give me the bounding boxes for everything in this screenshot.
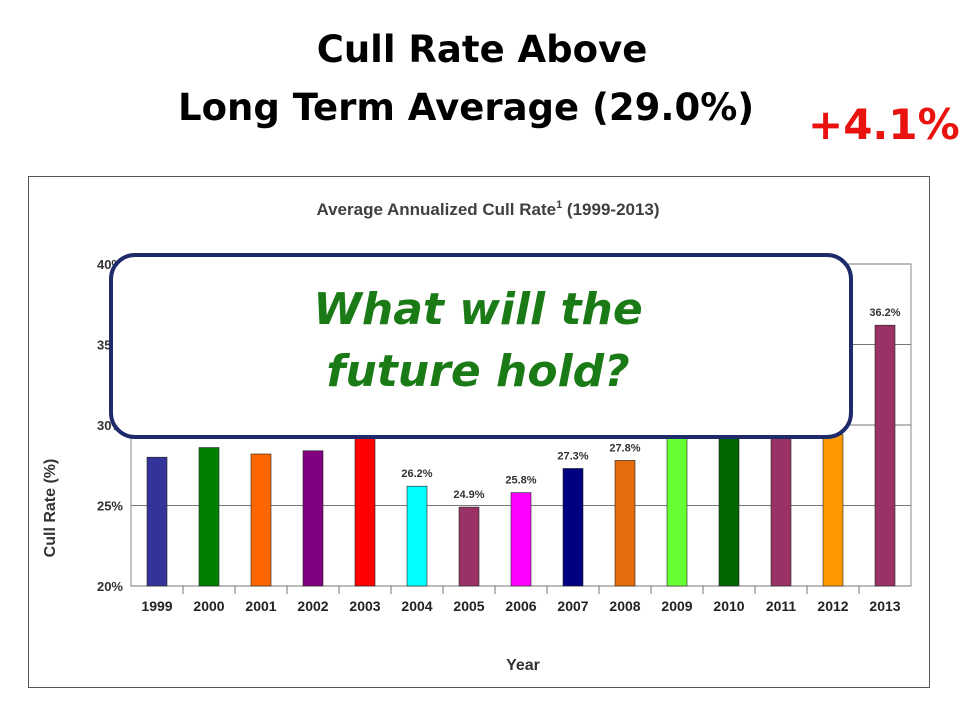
- data-label: 26.2%: [401, 468, 432, 480]
- x-tick-label: 2000: [193, 598, 224, 614]
- bar-2011: [770, 434, 792, 587]
- x-axis-label: Year: [506, 657, 540, 674]
- bar-2012: [822, 434, 844, 587]
- bar-1999: [146, 456, 168, 587]
- x-tick-label: 2010: [713, 598, 744, 614]
- x-tick-label: 2013: [869, 598, 900, 614]
- data-label: 25.8%: [505, 475, 536, 487]
- bar-2004: [406, 485, 428, 587]
- slide-title-line1: Cull Rate Above: [316, 28, 648, 71]
- callout-line2: future hold?: [326, 346, 630, 397]
- slide-title-line2: Long Term Average (29.0%): [178, 86, 755, 129]
- chart-title: Average Annualized Cull Rate1 (1999-2013…: [316, 199, 659, 219]
- bar-2009: [666, 434, 688, 587]
- data-label: 24.9%: [453, 489, 484, 501]
- bar-2002: [302, 450, 324, 587]
- callout-line1: What will the: [313, 284, 643, 335]
- bar-2003: [354, 437, 376, 587]
- x-tick-label: 2009: [661, 598, 692, 614]
- delta-value: +4.1%: [808, 100, 960, 149]
- x-tick-label: 2007: [557, 598, 588, 614]
- x-tick-label: 2011: [766, 598, 797, 614]
- bar-2001: [250, 453, 272, 587]
- x-tick-label: 2005: [453, 598, 484, 614]
- y-axis-label: Cull Rate (%): [42, 459, 59, 558]
- bar-2006: [510, 492, 532, 587]
- callout-box: What will the future hold?: [109, 253, 853, 439]
- x-tick-label: 2004: [401, 598, 432, 614]
- bar-2008: [614, 460, 636, 587]
- bar-2005: [458, 506, 480, 587]
- bar-2013: [874, 324, 896, 587]
- x-tick-label: 2006: [505, 598, 536, 614]
- bar-2000: [198, 447, 220, 587]
- x-tick-label: 2001: [245, 598, 276, 614]
- data-label: 27.3%: [557, 450, 588, 462]
- bar-2010: [718, 434, 740, 587]
- data-label: 27.8%: [609, 442, 640, 454]
- bar-2007: [562, 468, 584, 587]
- x-tick-label: 1999: [141, 598, 172, 614]
- data-label: 36.2%: [869, 307, 900, 319]
- x-tick-label: 2003: [349, 598, 380, 614]
- x-tick-label: 2002: [297, 598, 328, 614]
- x-tick-label: 2008: [609, 598, 640, 614]
- y-tick-label: 20%: [97, 579, 123, 594]
- y-tick-label: 25%: [97, 499, 123, 514]
- x-tick-label: 2012: [817, 598, 848, 614]
